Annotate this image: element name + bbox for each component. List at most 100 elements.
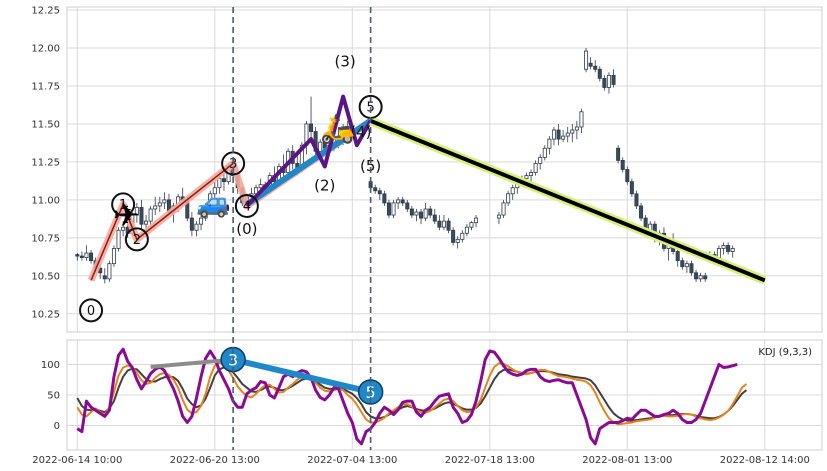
candle-body xyxy=(556,129,561,140)
candle-body xyxy=(194,223,199,231)
blue-connector-line xyxy=(232,356,372,395)
kdj-y-axis: 0 50 100 xyxy=(41,360,60,432)
sub-wave-label: (4) xyxy=(350,123,371,141)
candle-body xyxy=(597,68,602,79)
candle-body xyxy=(116,229,121,249)
airplane-icon: ✈ xyxy=(113,196,140,234)
candle-body xyxy=(121,226,126,231)
candle-body xyxy=(726,245,731,252)
candle-body xyxy=(469,222,474,228)
candle-body xyxy=(212,187,217,195)
price-y-tick-label: 12.25 xyxy=(31,6,60,17)
candle-body xyxy=(634,193,639,207)
candle-body xyxy=(309,123,314,132)
candle-body xyxy=(441,220,446,228)
candle-body xyxy=(716,248,721,258)
x-tick-label: 2022-07-04 13:00 xyxy=(307,455,397,466)
candle-body xyxy=(134,207,139,216)
candle-body xyxy=(611,74,616,85)
candle-body xyxy=(455,238,460,243)
candle-body xyxy=(620,159,625,170)
candle-body xyxy=(139,207,144,225)
wave-point-circle xyxy=(79,298,104,323)
candle-body xyxy=(437,220,442,228)
candle-body xyxy=(570,129,575,134)
candle-body xyxy=(629,181,634,195)
wave-point-label: 0 xyxy=(87,304,95,319)
candle-body xyxy=(409,208,414,216)
candle-body xyxy=(89,252,94,262)
candle-body xyxy=(474,217,479,224)
candle-body xyxy=(107,263,112,280)
candle-body xyxy=(639,205,644,219)
candle-body xyxy=(318,141,323,152)
wave-point-label: 4 xyxy=(243,199,251,214)
candle-body xyxy=(382,193,387,204)
price-y-tick-label: 10.50 xyxy=(31,271,60,282)
wave-point-label: 1 xyxy=(119,198,127,213)
sub-wave-path xyxy=(245,94,373,208)
wave-path-inner xyxy=(90,162,234,281)
candle-body xyxy=(542,147,547,158)
kdj-series-line xyxy=(76,347,738,446)
x-tick-label: 2022-07-18 13:00 xyxy=(445,455,535,466)
sub-wave-label: (5) xyxy=(360,157,381,175)
wave-point-circle xyxy=(124,227,149,252)
candle-body xyxy=(203,205,208,219)
candle-body xyxy=(111,248,116,265)
candle-body xyxy=(524,175,529,180)
candle-body xyxy=(423,208,428,219)
candle-body xyxy=(414,211,419,216)
wave-point-label: 3 xyxy=(229,157,237,172)
candle-body xyxy=(529,172,534,176)
kdj-lines xyxy=(76,347,748,446)
candle-body xyxy=(625,169,630,183)
candle-body xyxy=(510,187,515,195)
candle-body xyxy=(689,263,694,274)
candle-body xyxy=(148,208,153,222)
price-y-tick-label: 11.25 xyxy=(31,157,60,168)
candle-body xyxy=(464,226,469,234)
candle-body xyxy=(144,220,149,225)
candle-body xyxy=(400,199,405,204)
candle-body xyxy=(684,263,689,268)
candle-body xyxy=(386,202,391,216)
candle-body xyxy=(75,254,80,257)
price-panel-frame xyxy=(66,6,823,333)
candle-body xyxy=(561,135,566,140)
candle-body xyxy=(428,208,433,216)
candle-body xyxy=(551,129,556,140)
candle-body xyxy=(675,251,680,262)
candle-body xyxy=(616,147,621,161)
candle-body xyxy=(606,74,611,88)
candle-body xyxy=(102,275,107,280)
candle-body xyxy=(396,199,401,204)
candle-body xyxy=(157,202,162,207)
emoji-icons: ✈ 🚙 🛵 xyxy=(113,112,355,234)
candle-body xyxy=(730,248,735,252)
candle-body xyxy=(496,214,501,219)
candle-body xyxy=(258,184,263,189)
kdj-y-tick-label: 100 xyxy=(41,360,60,371)
candle-body xyxy=(703,275,708,280)
candle-body xyxy=(221,178,226,183)
wave-point-circle xyxy=(234,193,259,218)
x-tick-label: 2022-06-14 10:00 xyxy=(32,455,122,466)
scooter-icon: 🛵 xyxy=(320,112,355,145)
x-tick-label: 2022-06-20 13:00 xyxy=(170,455,260,466)
sub-wave-label: (3) xyxy=(335,53,356,71)
price-panel: 10.25 10.50 10.75 11.00 11.25 11.50 11.75 12.00… xyxy=(31,6,823,333)
candle-body xyxy=(538,156,543,164)
candle-body xyxy=(377,190,382,195)
candle-body xyxy=(506,193,511,204)
candle-body xyxy=(547,138,552,149)
candle-body xyxy=(451,229,456,243)
candle-body xyxy=(419,211,424,219)
candle-body xyxy=(533,163,538,173)
candle-body xyxy=(153,205,158,210)
candle-body xyxy=(721,245,726,249)
candle-body xyxy=(698,275,703,280)
price-y-tick-label: 10.25 xyxy=(31,309,60,320)
